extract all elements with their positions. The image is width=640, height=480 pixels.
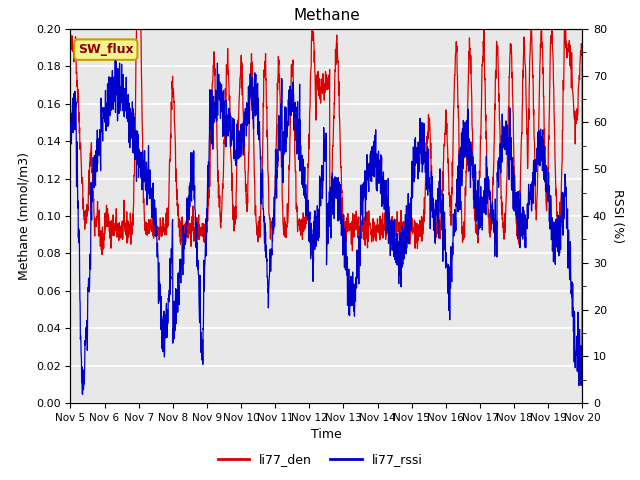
X-axis label: Time: Time — [311, 429, 342, 442]
Y-axis label: RSSI (%): RSSI (%) — [611, 189, 623, 243]
Y-axis label: Methane (mmol/m3): Methane (mmol/m3) — [17, 152, 30, 280]
Legend: li77_den, li77_rssi: li77_den, li77_rssi — [212, 448, 428, 471]
Text: SW_flux: SW_flux — [78, 43, 134, 56]
Title: Methane: Methane — [293, 9, 360, 24]
